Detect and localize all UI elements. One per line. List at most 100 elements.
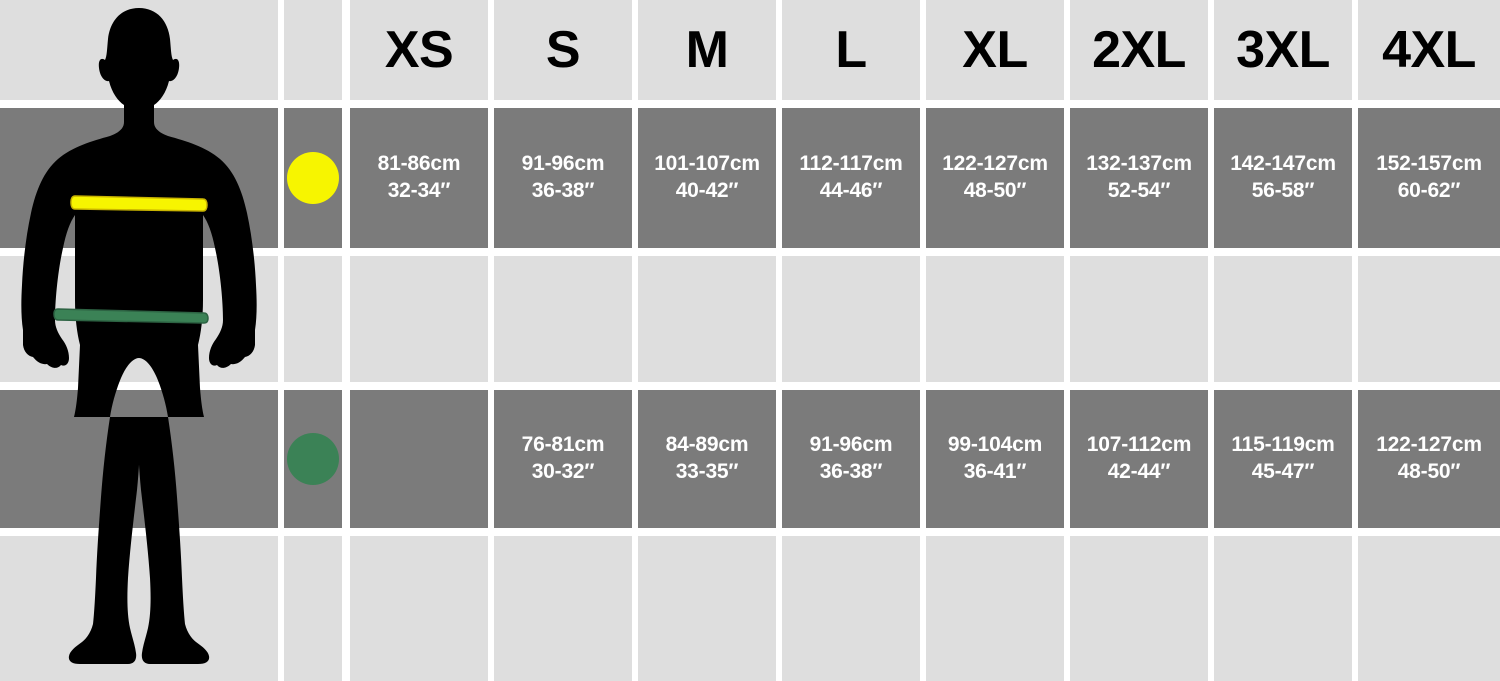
measurement-inch: 48-50″ — [963, 179, 1027, 202]
size-header-label: S — [545, 21, 581, 79]
male-body-silhouette-icon — [21, 8, 257, 664]
waist-cell-2xl[interactable]: 107-112cm 42-44″ — [1070, 390, 1208, 528]
chest-cell-s[interactable]: 91-96cm 36-38″ — [494, 108, 632, 248]
measurement-inch: 48-50″ — [1397, 460, 1461, 483]
spacer-upper-xl — [926, 256, 1064, 382]
waist-cell-m[interactable]: 84-89cm 33-35″ — [638, 390, 776, 528]
size-header-label: XL — [962, 21, 1028, 79]
chest-measure-band-icon — [70, 195, 208, 212]
measurement-cm: 84-89cm — [665, 433, 749, 457]
spacer-lower-4xl — [1358, 536, 1500, 681]
size-header-label: L — [835, 21, 867, 79]
waist-cell-l[interactable]: 91-96cm 36-38″ — [782, 390, 920, 528]
measurement-inch: 40-42″ — [675, 179, 739, 202]
measurement-inch: 36-38″ — [819, 460, 883, 483]
size-header-3xl[interactable]: 3XL — [1214, 0, 1352, 100]
chest-cell-m[interactable]: 101-107cm 40-42″ — [638, 108, 776, 248]
measurement-cm: 91-96cm — [809, 433, 893, 457]
measurement-cm: 122-127cm — [1376, 433, 1482, 457]
measurement-cm: 132-137cm — [1086, 152, 1192, 176]
measurement-text: 122-127cm 48-50″ — [1376, 432, 1482, 486]
measurement-inch: 60-62″ — [1397, 179, 1461, 202]
measurement-inch: 52-54″ — [1107, 179, 1171, 202]
measurement-cm: 99-104cm — [947, 433, 1043, 457]
size-header-label: M — [685, 21, 729, 79]
measurement-inch: 32-34″ — [387, 179, 451, 202]
measurement-cm: 76-81cm — [521, 433, 605, 457]
spacer-lower-2xl — [1070, 536, 1208, 681]
measurement-text: 76-81cm 30-32″ — [522, 432, 605, 486]
measurement-text: 122-127cm 48-50″ — [942, 151, 1048, 205]
band-spacer-lower — [0, 536, 278, 681]
waist-legend-dot-icon — [287, 433, 339, 485]
spacer-lower-m — [638, 536, 776, 681]
size-header-s[interactable]: S — [494, 0, 632, 100]
measurement-text: 91-96cm 36-38″ — [810, 432, 893, 486]
measurement-cm: 122-127cm — [942, 152, 1048, 176]
measurement-inch: 36-38″ — [531, 179, 595, 202]
waist-cell-4xl[interactable]: 122-127cm 48-50″ — [1358, 390, 1500, 528]
measurement-inch: 33-35″ — [675, 460, 739, 483]
size-header-m[interactable]: M — [638, 0, 776, 100]
spacer-lower-3xl — [1214, 536, 1352, 681]
legend-column-header — [284, 0, 342, 100]
measurement-text: 91-96cm 36-38″ — [522, 151, 605, 205]
measurement-cm: 112-117cm — [799, 152, 903, 176]
size-header-label: 2XL — [1092, 21, 1186, 79]
size-header-4xl[interactable]: 4XL — [1358, 0, 1500, 100]
chest-legend-dot-icon — [287, 152, 339, 204]
size-header-label: 4XL — [1382, 21, 1476, 79]
measurement-text: 101-107cm 40-42″ — [654, 151, 760, 205]
size-header-l[interactable]: L — [782, 0, 920, 100]
measurement-cm: 81-86cm — [377, 152, 461, 176]
measurement-inch: 36-41″ — [963, 460, 1027, 483]
chest-cell-xs[interactable]: 81-86cm 32-34″ — [350, 108, 488, 248]
chest-cell-3xl[interactable]: 142-147cm 56-58″ — [1214, 108, 1352, 248]
chest-cell-4xl[interactable]: 152-157cm 60-62″ — [1358, 108, 1500, 248]
measurement-text: 99-104cm 36-41″ — [948, 432, 1042, 486]
measurement-inch: 45-47″ — [1251, 460, 1315, 483]
measurement-inch: 44-46″ — [819, 179, 883, 202]
spacer-upper-4xl — [1358, 256, 1500, 382]
spacer-lower-l — [782, 536, 920, 681]
measurement-inch: 42-44″ — [1107, 460, 1171, 483]
chest-cell-xl[interactable]: 122-127cm 48-50″ — [926, 108, 1064, 248]
measurement-text: 84-89cm 33-35″ — [666, 432, 749, 486]
spacer-upper-l — [782, 256, 920, 382]
size-header-xs[interactable]: XS — [350, 0, 488, 100]
measurement-cm: 101-107cm — [654, 152, 760, 176]
measurement-cm: 91-96cm — [521, 152, 605, 176]
size-header-2xl[interactable]: 2XL — [1070, 0, 1208, 100]
measurement-text: 112-117cm 44-46″ — [799, 151, 903, 205]
spacer-lower-s — [494, 536, 632, 681]
chest-cell-l[interactable]: 112-117cm 44-46″ — [782, 108, 920, 248]
waist-measure-band-icon — [53, 308, 209, 324]
spacer-upper-xs — [350, 256, 488, 382]
waist-cell-s[interactable]: 76-81cm 30-32″ — [494, 390, 632, 528]
measurement-text: 152-157cm 60-62″ — [1376, 151, 1482, 205]
waist-cell-xl[interactable]: 99-104cm 36-41″ — [926, 390, 1064, 528]
spacer-lower-xs — [350, 536, 488, 681]
chest-cell-2xl[interactable]: 132-137cm 52-54″ — [1070, 108, 1208, 248]
waist-cell-xs[interactable] — [350, 390, 488, 528]
spacer-upper-3xl — [1214, 256, 1352, 382]
legend-spacer-upper — [284, 256, 342, 382]
measurement-cm: 107-112cm — [1086, 433, 1192, 457]
spacer-upper-s — [494, 256, 632, 382]
spacer-lower-xl — [926, 536, 1064, 681]
size-header-label: XS — [384, 21, 454, 79]
measurement-cm: 152-157cm — [1376, 152, 1482, 176]
size-header-xl[interactable]: XL — [926, 0, 1064, 100]
legend-chest-cell — [284, 108, 342, 248]
body-figure-column — [0, 0, 278, 681]
legend-waist-cell — [284, 390, 342, 528]
measurement-text: 115-119cm 45-47″ — [1231, 432, 1335, 486]
spacer-upper-m — [638, 256, 776, 382]
legend-spacer-lower — [284, 536, 342, 681]
waist-cell-3xl[interactable]: 115-119cm 45-47″ — [1214, 390, 1352, 528]
spacer-upper-2xl — [1070, 256, 1208, 382]
measurement-cm: 115-119cm — [1231, 433, 1335, 457]
measurement-inch: 30-32″ — [531, 460, 595, 483]
measurement-text: 107-112cm 42-44″ — [1086, 432, 1192, 486]
